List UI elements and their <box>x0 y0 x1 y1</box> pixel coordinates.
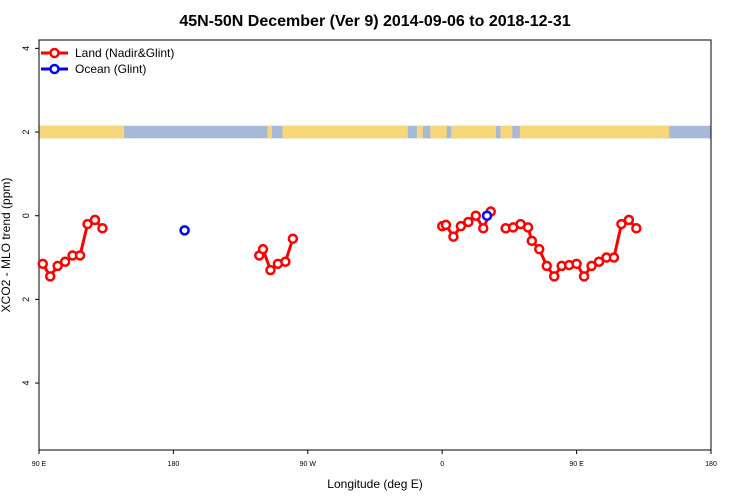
data-point <box>616 218 627 230</box>
data-point <box>280 256 291 267</box>
x-tick-label: 0 <box>440 461 444 468</box>
data-point <box>526 235 538 247</box>
data-point <box>623 214 635 226</box>
y-tick-label: 2 <box>21 130 31 135</box>
series-1 <box>179 210 493 236</box>
data-point <box>287 233 299 244</box>
data-point <box>586 260 597 272</box>
data-point <box>44 271 56 282</box>
y-axis-label: XCO2 - MLO trend (ppm) <box>0 178 13 313</box>
x-axis: 90 E 180 90 W 0 90 E 180 <box>32 450 717 468</box>
data-point <box>74 250 86 261</box>
data-point <box>593 256 605 267</box>
data-point <box>463 216 474 228</box>
map-land-band <box>39 125 125 139</box>
data-point <box>578 271 590 282</box>
x-tick-label: 90 E <box>569 461 584 468</box>
map-land-band <box>451 125 496 139</box>
map-land-band <box>282 125 408 139</box>
y-tick-label: 4 <box>21 46 31 51</box>
data-point <box>608 252 620 263</box>
data-point <box>470 210 482 221</box>
legend-land-label: Land (Nadir&Glint) <box>75 46 174 60</box>
data-point <box>82 218 93 230</box>
data-point <box>631 223 642 234</box>
data-point <box>257 243 269 255</box>
y-tick-label: 2 <box>21 297 31 302</box>
data-point <box>37 258 48 270</box>
data-point <box>522 222 534 233</box>
map-land-band <box>519 125 670 139</box>
y-tick-label: 4 <box>21 381 31 386</box>
series-layer <box>37 206 642 282</box>
data-point <box>455 220 467 232</box>
data-point <box>548 271 560 282</box>
series-line <box>41 218 104 278</box>
plot-frame <box>38 39 712 451</box>
data-point <box>440 219 452 231</box>
x-tick-label: 180 <box>168 461 180 468</box>
map-strip <box>39 125 711 139</box>
data-point <box>541 260 552 272</box>
x-axis-label: Longitude (deg E) <box>327 477 422 491</box>
map-land-band <box>416 125 423 139</box>
data-point <box>448 231 459 242</box>
data-point <box>52 260 63 272</box>
data-point <box>265 264 276 276</box>
legend-land-marker <box>49 47 60 59</box>
data-point <box>481 210 493 221</box>
y-axis: 4 2 0 2 4 <box>21 46 39 386</box>
legend: Land (Nadir&Glint) Ocean (Glint) <box>41 46 174 76</box>
series-0 <box>37 206 642 282</box>
data-point <box>59 256 71 267</box>
x-tick-label: 90 W <box>300 461 317 468</box>
x-tick-label: 90 E <box>32 461 47 468</box>
y-tick-label: 0 <box>21 213 31 218</box>
map-land-band <box>267 125 272 139</box>
data-point <box>179 225 190 236</box>
map-land-band <box>430 125 447 139</box>
map-land-band <box>500 125 513 139</box>
data-point <box>97 223 108 234</box>
data-point <box>89 214 101 226</box>
data-point <box>571 258 582 270</box>
legend-ocean-marker <box>49 63 60 75</box>
data-point <box>534 243 545 255</box>
x-tick-label: 180 <box>705 461 717 468</box>
legend-ocean-label: Ocean (Glint) <box>75 62 146 76</box>
chart-title: 45N-50N December (Ver 9) 2014-09-06 to 2… <box>179 13 570 30</box>
data-point <box>478 223 489 234</box>
